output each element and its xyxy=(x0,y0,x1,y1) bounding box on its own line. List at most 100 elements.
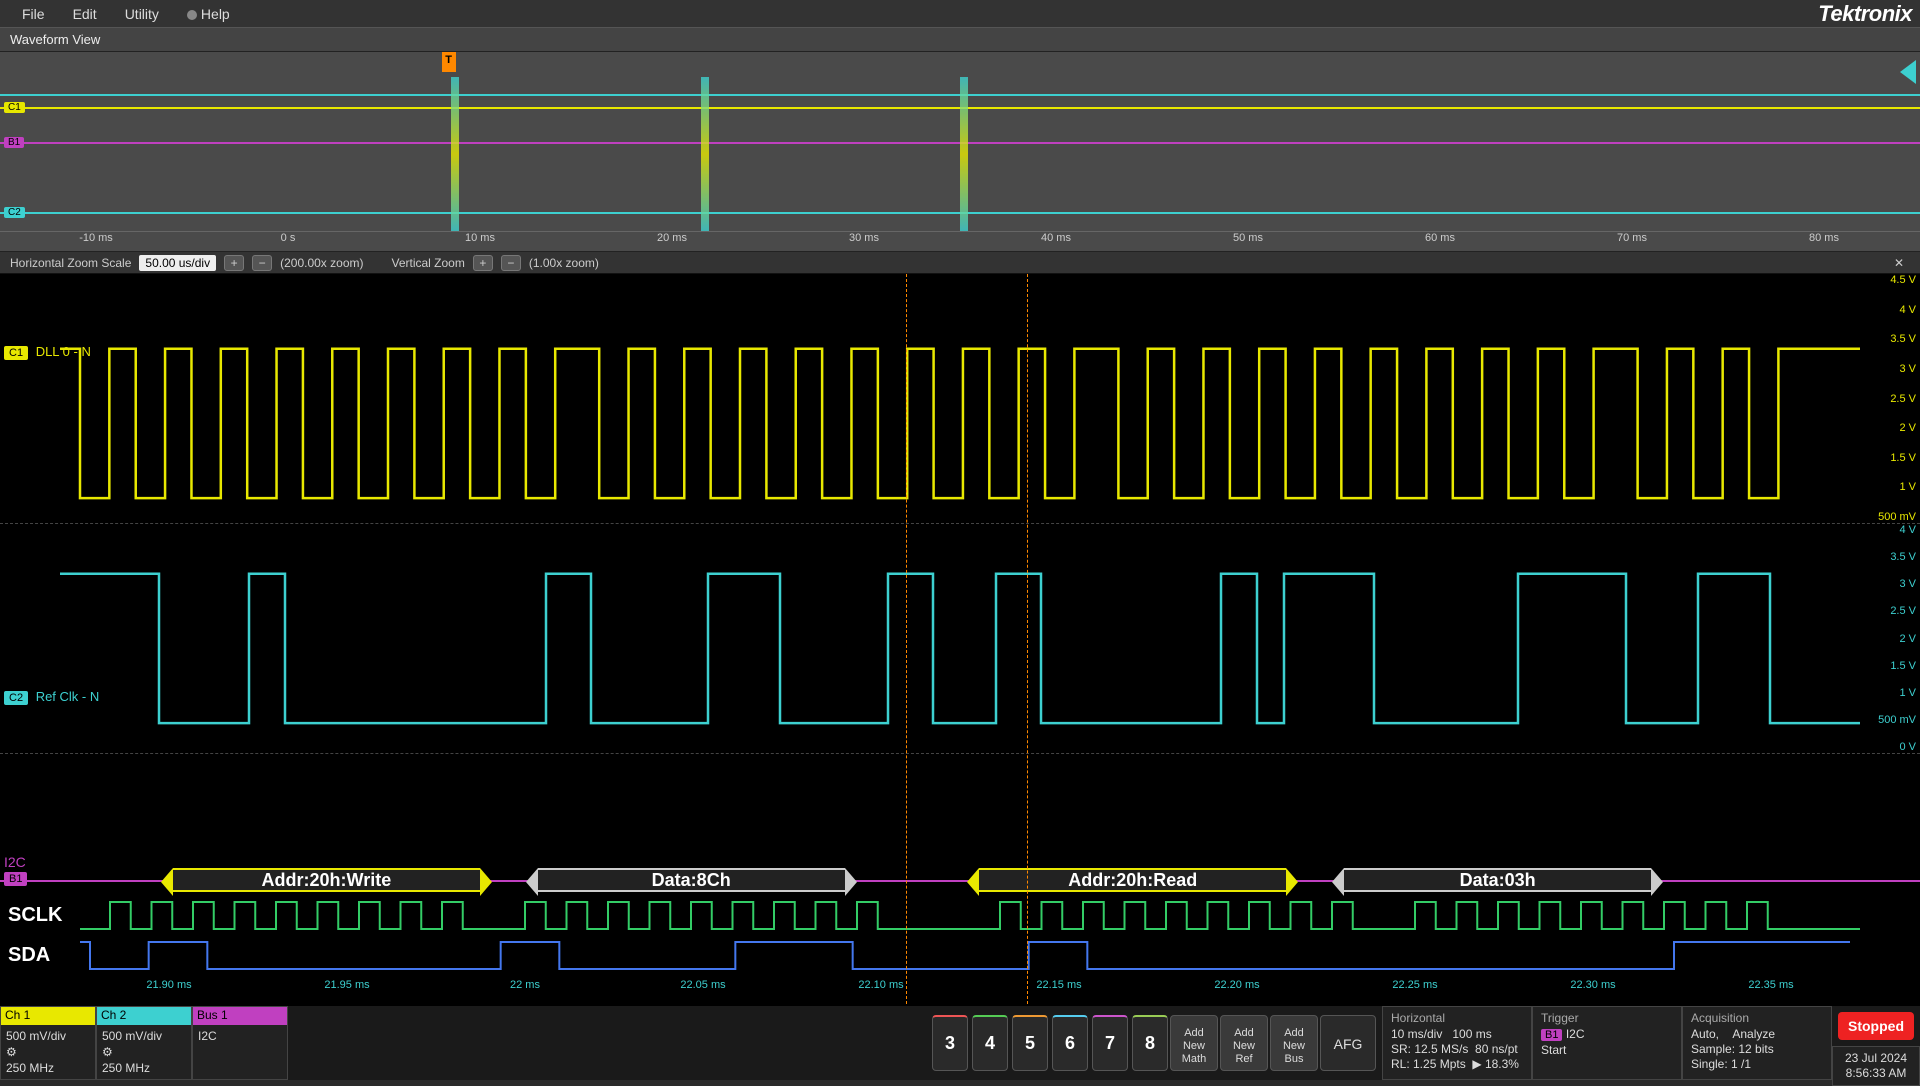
date-value: 23 Jul 2024 xyxy=(1839,1051,1913,1066)
trigger-panel[interactable]: Trigger B1 I2C Start xyxy=(1532,1006,1682,1080)
sda-label: SDA xyxy=(8,944,50,967)
overview-badge-c2: C2 xyxy=(4,207,25,218)
bus1-badge[interactable]: Bus 1 I2C xyxy=(192,1006,288,1080)
horiz-rl: RL: 1.25 Mpts xyxy=(1391,1057,1466,1071)
horiz-pos: ▶ 18.3% xyxy=(1472,1057,1519,1071)
overview-end-arrow-icon xyxy=(1900,60,1916,84)
channel-2-section: C2 Ref Clk - N 4 V3.5 V3 V2.5 V2 V1.5 V1… xyxy=(0,524,1920,754)
trigger-marker[interactable]: T xyxy=(442,52,456,72)
menubar: File Edit Utility Help Tektronix xyxy=(0,0,1920,28)
channel-2-vaxis: 4 V3.5 V3 V2.5 V2 V1.5 V1 V500 mV0 V xyxy=(1866,524,1916,753)
main-tick: 22.05 ms xyxy=(614,979,792,997)
zoom-bar: Horizontal Zoom Scale 50.00 us/div + − (… xyxy=(0,252,1920,274)
ch2-scale: 500 mV/div xyxy=(102,1028,186,1044)
overview-tick: 60 ms xyxy=(1344,231,1536,251)
channel-3-button[interactable]: 3 xyxy=(932,1015,968,1071)
bottom-panel: Ch 1 500 mV/div ⚙ 250 MHz Ch 2 500 mV/di… xyxy=(0,1004,1920,1080)
channel-4-button[interactable]: 4 xyxy=(972,1015,1008,1071)
menu-help[interactable]: Help xyxy=(173,2,244,26)
main-waveform-area[interactable]: C1 DLL 0 - N 4.5 V4 V3.5 V3 V2.5 V2 V1.5… xyxy=(0,274,1920,1004)
vaxis-tick: 2 V xyxy=(1866,633,1916,645)
vaxis-tick: 2.5 V xyxy=(1866,605,1916,617)
zoom-close-icon[interactable]: ✕ xyxy=(1888,256,1910,270)
channel-7-button[interactable]: 7 xyxy=(1092,1015,1128,1071)
trigger-event: Start xyxy=(1541,1043,1673,1058)
vaxis-tick: 2 V xyxy=(1866,422,1916,434)
main-tick: 22 ms xyxy=(436,979,614,997)
brand-logo: Tektronix xyxy=(1818,1,1912,27)
vaxis-tick: 1.5 V xyxy=(1866,660,1916,672)
ch2-badge-header: Ch 2 xyxy=(97,1007,191,1025)
channel-2-tag: C2 xyxy=(4,691,28,705)
main-tick: 21.95 ms xyxy=(258,979,436,997)
menu-edit[interactable]: Edit xyxy=(59,2,111,26)
overview-pane[interactable]: C1 B1 C2 T -10 ms0 s10 ms20 ms30 ms40 ms… xyxy=(0,52,1920,252)
channel-1-name: DLL 0 - N xyxy=(36,344,91,359)
datetime-display: 23 Jul 2024 8:56:33 AM xyxy=(1832,1046,1920,1086)
vaxis-tick: 4 V xyxy=(1866,524,1916,536)
afg-button[interactable]: AFG xyxy=(1320,1015,1376,1071)
menu-utility[interactable]: Utility xyxy=(111,2,173,26)
ch1-badge[interactable]: Ch 1 500 mV/div ⚙ 250 MHz xyxy=(0,1006,96,1080)
sda-waveform xyxy=(80,939,1860,974)
sclk-label: SCLK xyxy=(8,904,62,927)
main-time-axis: 21.90 ms21.95 ms22 ms22.05 ms22.10 ms22.… xyxy=(80,979,1860,997)
bus-packet-addr[interactable]: Addr:20h:Read xyxy=(979,868,1286,892)
vaxis-tick: 0 V xyxy=(1866,741,1916,753)
acq-single: Single: 1 /1 xyxy=(1691,1057,1823,1072)
hzoom-value[interactable]: 50.00 us/div xyxy=(139,255,216,271)
acquisition-panel[interactable]: Acquisition Auto, Analyze Sample: 12 bit… xyxy=(1682,1006,1832,1080)
horiz-scale: 10 ms/div xyxy=(1391,1027,1442,1041)
bus-label[interactable]: I2C B1 xyxy=(4,854,31,886)
waveform-view-header: Waveform View xyxy=(0,28,1920,52)
hzoom-minus-button[interactable]: − xyxy=(252,255,272,271)
vaxis-tick: 4.5 V xyxy=(1866,274,1916,286)
bus-tag: B1 xyxy=(4,872,27,886)
vaxis-tick: 2.5 V xyxy=(1866,393,1916,405)
channel-add-buttons: 345678 AddNewMath AddNewRef AddNewBus AF… xyxy=(926,1006,1382,1080)
bus-packet-data[interactable]: Data:03h xyxy=(1344,868,1651,892)
ch2-badge[interactable]: Ch 2 500 mV/div ⚙ 250 MHz xyxy=(96,1006,192,1080)
channel-5-button[interactable]: 5 xyxy=(1012,1015,1048,1071)
vaxis-tick: 500 mV xyxy=(1866,714,1916,726)
vzoom-minus-button[interactable]: − xyxy=(501,255,521,271)
overview-time-axis: -10 ms0 s10 ms20 ms30 ms40 ms50 ms60 ms7… xyxy=(0,231,1920,251)
horizontal-panel[interactable]: Horizontal 10 ms/div 100 ms SR: 12.5 MS/… xyxy=(1382,1006,1532,1080)
overview-tick: 30 ms xyxy=(768,231,960,251)
add-ref-button[interactable]: AddNewRef xyxy=(1220,1015,1268,1071)
sclk-waveform xyxy=(80,899,1860,934)
vaxis-tick: 1 V xyxy=(1866,687,1916,699)
overview-burst xyxy=(960,77,968,231)
channel-2-label[interactable]: C2 Ref Clk - N xyxy=(4,689,99,705)
hzoom-label: Horizontal Zoom Scale xyxy=(10,256,131,270)
ch2-badge-body: 500 mV/div ⚙ 250 MHz xyxy=(97,1025,191,1079)
vzoom-plus-button[interactable]: + xyxy=(473,255,493,271)
cursor-a[interactable] xyxy=(906,274,907,1004)
run-stop-button[interactable]: Stopped xyxy=(1838,1012,1914,1040)
bus1-badge-body: I2C xyxy=(193,1025,287,1047)
vzoom-label: Vertical Zoom xyxy=(391,256,464,270)
channel-1-section: C1 DLL 0 - N 4.5 V4 V3.5 V3 V2.5 V2 V1.5… xyxy=(0,274,1920,524)
add-math-button[interactable]: AddNewMath xyxy=(1170,1015,1218,1071)
vaxis-tick: 1.5 V xyxy=(1866,452,1916,464)
main-tick: 22.25 ms xyxy=(1326,979,1504,997)
hzoom-plus-button[interactable]: + xyxy=(224,255,244,271)
channel-6-button[interactable]: 6 xyxy=(1052,1015,1088,1071)
menu-help-label: Help xyxy=(201,6,230,22)
menu-file[interactable]: File xyxy=(8,2,59,26)
add-bus-button[interactable]: AddNewBus xyxy=(1270,1015,1318,1071)
overview-tick: 0 s xyxy=(192,231,384,251)
waveform-view-title: Waveform View xyxy=(10,32,100,47)
channel-1-label[interactable]: C1 DLL 0 - N xyxy=(4,344,91,360)
cursor-b[interactable] xyxy=(1027,274,1028,1004)
bus-packet-addr[interactable]: Addr:20h:Write xyxy=(173,868,480,892)
channel-1-vaxis: 4.5 V4 V3.5 V3 V2.5 V2 V1.5 V1 V500 mV xyxy=(1866,274,1916,523)
ch1-badge-body: 500 mV/div ⚙ 250 MHz xyxy=(1,1025,95,1079)
vaxis-tick: 4 V xyxy=(1866,304,1916,316)
horizontal-header: Horizontal xyxy=(1391,1011,1523,1025)
acq-sample: Sample: 12 bits xyxy=(1691,1042,1823,1057)
channel-8-button[interactable]: 8 xyxy=(1132,1015,1168,1071)
ch1-bw: 250 MHz xyxy=(6,1060,90,1076)
bus-packet-data[interactable]: Data:8Ch xyxy=(538,868,845,892)
overview-tick: -10 ms xyxy=(0,231,192,251)
